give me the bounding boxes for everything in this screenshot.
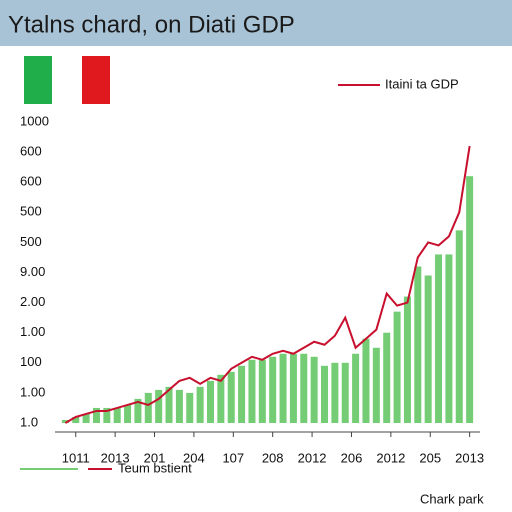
x-tick-label: 206 (341, 450, 363, 465)
bar (393, 311, 401, 423)
x-tick-label: 205 (419, 450, 441, 465)
bar (124, 404, 132, 423)
bar (206, 380, 214, 423)
bar (321, 365, 329, 423)
x-tick-label: 201 (144, 450, 166, 465)
bar (414, 266, 422, 423)
bar (424, 275, 432, 423)
y-tick-label: 500 (20, 234, 42, 249)
y-tick-label: 600 (20, 144, 42, 159)
bar (175, 389, 183, 423)
x-tick-label: 204 (183, 450, 205, 465)
bar (289, 353, 297, 423)
bar (445, 254, 453, 423)
x-tick-label: 2013 (455, 450, 484, 465)
y-tick-label: 500 (20, 204, 42, 219)
bar (435, 254, 443, 423)
bar (92, 407, 100, 423)
y-tick-label: 9.00 (20, 264, 45, 279)
bar (238, 365, 246, 423)
bar (269, 356, 277, 423)
y-tick-label: 100 (20, 354, 42, 369)
title-bar (0, 0, 512, 46)
y-tick-label: 1.00 (20, 324, 45, 339)
bar (466, 176, 474, 423)
y-tick-label: 1000 (20, 113, 49, 128)
bar (196, 386, 204, 423)
bar (227, 371, 235, 423)
footer-text: Chark park (420, 491, 484, 506)
y-tick-label: 600 (20, 174, 42, 189)
x-tick-label: 1011 (62, 450, 90, 465)
x-tick-label: 2012 (376, 450, 405, 465)
bar (217, 374, 225, 423)
bar (134, 398, 142, 423)
bar (455, 230, 463, 423)
bar (258, 359, 266, 423)
bar (372, 347, 380, 423)
bar (103, 407, 111, 423)
line (64, 145, 471, 424)
x-tick-label: 208 (262, 450, 284, 465)
bar (72, 416, 80, 423)
flag (24, 56, 110, 104)
x-tick-label: 107 (222, 450, 244, 465)
bar (341, 362, 349, 423)
bar (144, 392, 152, 423)
bar (331, 362, 339, 423)
y-tick-label: 1.0 (20, 414, 38, 429)
y-tick-label: 1.00 (20, 384, 45, 399)
bar (113, 407, 121, 423)
bar (352, 353, 360, 423)
bar (310, 356, 318, 423)
chart-title: Ytalns chard, on Diati GDP (8, 11, 295, 38)
bar (362, 338, 370, 423)
bar (248, 359, 256, 423)
bar (155, 389, 163, 423)
bar (165, 386, 173, 423)
bar (61, 419, 69, 423)
bar (300, 353, 308, 423)
legend-label: Teum bstient (118, 460, 192, 475)
bar (186, 392, 194, 423)
y-tick-label: 2.00 (20, 294, 45, 309)
bar (279, 353, 287, 423)
bar (403, 296, 411, 423)
bar (82, 413, 90, 423)
x-tick-label: 2012 (298, 450, 327, 465)
x-tick-label: 2013 (101, 450, 130, 465)
legend-label: Itaini ta GDP (385, 76, 459, 91)
bar (383, 332, 391, 423)
